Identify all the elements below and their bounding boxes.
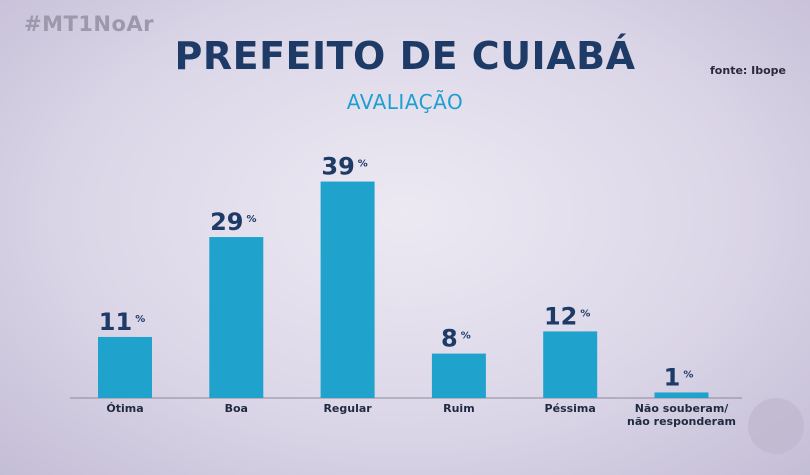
chart-title: PREFEITO DE CUIABÁ [174, 34, 636, 78]
bar [320, 181, 375, 398]
hashtag-label: #MT1NoAr [24, 12, 155, 36]
bar [209, 237, 264, 398]
bar [431, 353, 486, 398]
data-label: 29% [210, 208, 256, 236]
chart-subtitle: AVALIAÇÃO [346, 90, 464, 114]
data-label: 39% [321, 153, 367, 181]
data-label: 8% [441, 325, 471, 353]
bar [543, 331, 598, 398]
tv-channel-logo-icon [748, 398, 804, 454]
data-label: 12% [544, 302, 590, 330]
bar [98, 336, 152, 398]
tick-label: Não souberam/não responderam [627, 402, 736, 428]
tick-label: Ótima [106, 402, 143, 415]
bar [654, 392, 709, 398]
data-label: 11% [99, 308, 145, 336]
source-label: fonte: Ibope [710, 64, 786, 77]
tick-label: Regular [323, 402, 372, 415]
tick-label: Ruim [443, 402, 475, 415]
data-label: 1% [664, 363, 694, 391]
tick-label: Boa [225, 402, 248, 415]
tick-label: Péssima [545, 402, 596, 415]
